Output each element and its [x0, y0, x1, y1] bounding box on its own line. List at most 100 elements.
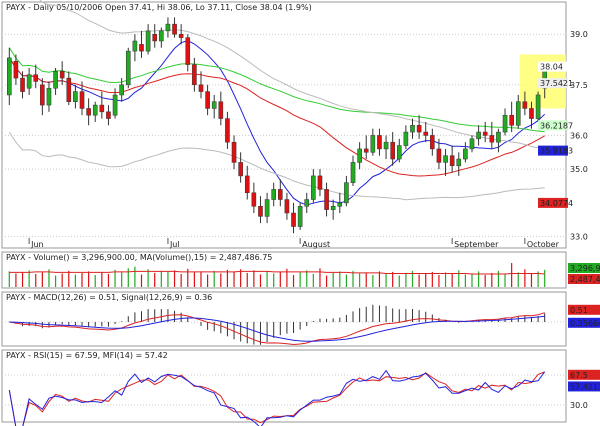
candle-body [456, 158, 462, 167]
rsi-tick-label: 30.0 [570, 401, 588, 410]
candle-body [449, 155, 455, 167]
candle-body [529, 108, 534, 119]
overlay-value-tag-bg [538, 197, 568, 208]
candle-body [522, 101, 528, 109]
candle-body [7, 57, 12, 96]
candle-body [403, 131, 409, 146]
candle-body [211, 101, 217, 109]
macd-tags: 0.51 0.356642 [568, 304, 600, 328]
price-panel: PAYX - Daily 05/10/2006 Open 37.41, Hi 3… [1, 0, 588, 249]
candle-body [106, 111, 111, 119]
candle-body [396, 145, 402, 160]
candle-body [172, 23, 177, 35]
candle-body [66, 77, 72, 102]
candle-body [244, 175, 250, 194]
price-tick-label: 37.5 [570, 81, 588, 90]
ma-slow-line [8, 47, 545, 133]
price-tags: 38.04 37.5421 36.2187 35.9183 34.0774 [538, 61, 573, 208]
candle-body [33, 74, 39, 82]
macd-signal-line [9, 315, 545, 342]
rsi-panel: PAYX - RSI(15) = 67.59, MFI(14) = 57.42 … [1, 349, 600, 426]
price-tick-label: 36.0 [570, 131, 588, 140]
volume-ma-line [9, 270, 545, 275]
candle-body [13, 60, 19, 79]
candle-body [59, 71, 65, 79]
candles [7, 17, 547, 234]
ma-mid-line [8, 57, 545, 177]
candle-body [350, 162, 356, 183]
candle-body [145, 30, 151, 52]
macd-panel: PAYX - MACD(12,26) = 0.51, Signal(12,26,… [1, 291, 600, 347]
candle-body [311, 175, 316, 200]
mfi-value-tag: 57.4211 [570, 382, 600, 391]
candle-body [238, 162, 243, 177]
volume-value-tag: 3,296,900 [570, 264, 600, 273]
candle-body [330, 206, 336, 210]
candle-body [119, 84, 124, 96]
candle-body [304, 199, 310, 207]
overlay-value-tag: 34.0774 [540, 199, 573, 208]
candle-body [284, 199, 290, 214]
rsi-lines [2, 369, 566, 426]
x-axis: Jun Jul August September October [28, 238, 560, 249]
candle-body [363, 148, 369, 153]
candle-body [443, 155, 448, 163]
overlay-value-tag-bg [538, 120, 568, 131]
volume-tags: 3,296,900 2,487,486 [568, 263, 600, 284]
x-tick-label: October [527, 240, 560, 249]
price-axis: 39.0 37.5 36.0 35.0 33.0 [570, 30, 588, 241]
candle-body [496, 131, 501, 143]
candle-body [297, 206, 303, 227]
volume-value-tag-bg [568, 263, 600, 273]
rsi-line [8, 371, 545, 426]
candle-body [185, 37, 191, 65]
candle-body [489, 135, 495, 143]
candle-body [178, 33, 184, 38]
candle-body [416, 125, 422, 133]
candle-body [165, 23, 171, 32]
price-grid [2, 33, 566, 238]
x-tick-label: Jun [30, 240, 44, 249]
macd-signal-tag: 0.356642 [570, 319, 600, 328]
candle-body [46, 87, 52, 106]
candle-body [436, 148, 442, 163]
x-tick-label: September [454, 240, 499, 249]
candle-body [515, 101, 521, 126]
rsi-label: PAYX - RSI(15) = 67.59, MFI(14) = 57.42 [6, 351, 168, 360]
price-tick-label: 39.0 [570, 30, 588, 39]
candle-body [264, 199, 270, 217]
candle-body [377, 135, 382, 150]
candle-body [317, 175, 323, 190]
candle-body [125, 50, 131, 86]
volume-label: PAYX - Volume() = 3,296,900.00, MA(Volum… [6, 253, 272, 262]
candle-body [291, 212, 296, 227]
macd-signal-tag-bg [568, 317, 600, 328]
candle-body [344, 182, 349, 204]
candle-body [159, 30, 164, 42]
overlay-value-tag: 36.2187 [540, 121, 573, 130]
ma-upper-band-line [39, 0, 545, 150]
macd-label: PAYX - MACD(12,26) = 0.51, Signal(12,26,… [6, 293, 212, 302]
volume-ma-tag: 2,487,486 [570, 275, 600, 284]
candle-body [152, 33, 158, 42]
chart-title: PAYX - Daily 05/10/2006 Open 37.41, Hi 3… [6, 3, 312, 12]
volume-bars [8, 263, 546, 287]
candle-body [40, 84, 45, 106]
volume-panel: PAYX - Volume() = 3,296,900.00, MA(Volum… [1, 251, 600, 289]
rsi-value-tag: 67.5 [570, 371, 588, 380]
candle-body [26, 74, 32, 89]
overlay-value-tag: 37.5421 [540, 79, 573, 88]
moving-averages [8, 0, 546, 206]
macd-panel-frame [1, 291, 567, 347]
candle-body [251, 192, 257, 207]
candle-body [337, 202, 343, 207]
candle-body [225, 118, 230, 143]
candle-body [278, 189, 283, 200]
volume-ma-tag-bg [568, 274, 600, 284]
rsi-tags: 67.5 57.4211 30.0 [568, 369, 600, 410]
candle-body [271, 189, 276, 200]
price-tick-label: 35.0 [570, 165, 588, 174]
candle-body [370, 135, 376, 153]
candle-body [383, 141, 389, 150]
macd-lines [2, 304, 566, 346]
